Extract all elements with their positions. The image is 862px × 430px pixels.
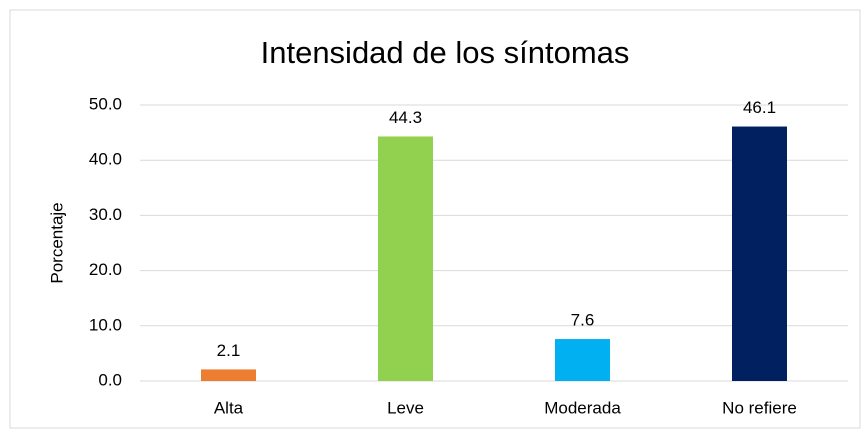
- bar: [201, 369, 256, 381]
- y-tick-label: 10.0: [89, 315, 122, 334]
- chart-title: Intensidad de los síntomas: [261, 35, 630, 70]
- y-tick-label: 20.0: [89, 260, 122, 279]
- x-tick-label: Alta: [214, 398, 244, 417]
- bar: [378, 136, 433, 381]
- y-tick-label: 40.0: [89, 150, 122, 169]
- y-tick-label: 30.0: [89, 205, 122, 224]
- data-label: 46.1: [743, 98, 776, 117]
- data-label: 44.3: [389, 108, 422, 127]
- x-tick-label: No refiere: [722, 398, 797, 417]
- x-tick-label: Leve: [387, 398, 424, 417]
- x-tick-label: Moderada: [544, 398, 621, 417]
- data-label: 7.6: [571, 311, 595, 330]
- y-axis-label: Porcentaje: [47, 202, 66, 283]
- data-label: 2.1: [217, 341, 241, 360]
- chart-frame: [9, 9, 861, 429]
- y-tick-label: 50.0: [89, 94, 122, 113]
- y-tick-label: 0.0: [98, 370, 122, 389]
- bar: [732, 126, 787, 381]
- bar: [555, 339, 610, 381]
